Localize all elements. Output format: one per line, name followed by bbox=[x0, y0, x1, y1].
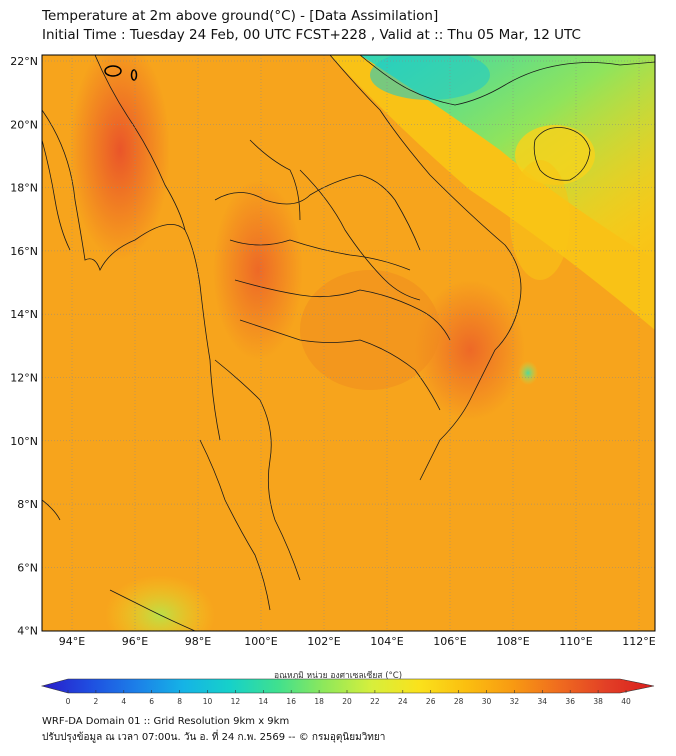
colorbar-tick-label: 36 bbox=[565, 697, 575, 706]
latitude-label: 4°N bbox=[17, 625, 38, 638]
latitude-labels: 22°N 20°N 18°N 16°N 14°N 12°N 10°N 8°N 6°N 4°N bbox=[10, 55, 38, 638]
colorbar-tick-label: 40 bbox=[621, 697, 631, 706]
longitude-label: 96°E bbox=[122, 635, 148, 648]
chart-subtitle: Initial Time : Tuesday 24 Feb, 00 UTC FC… bbox=[42, 27, 581, 43]
latitude-label: 16°N bbox=[10, 245, 38, 258]
footer-update-info: ปรับปรุงข้อมูล ณ เวลา 07:00น. วัน อ. ที่… bbox=[42, 732, 386, 743]
colorbar-tick-label: 2 bbox=[94, 697, 99, 706]
colorbar-title: อุณหภูมิ หน่วย องศาเซลเซียส (°C) bbox=[273, 671, 403, 681]
latitude-label: 8°N bbox=[17, 498, 38, 511]
country-borders bbox=[42, 55, 655, 631]
colorbar-tick-label: 24 bbox=[398, 697, 408, 706]
latitude-label: 18°N bbox=[10, 182, 38, 195]
colorbar-tick-label: 18 bbox=[314, 697, 324, 706]
hot-contours bbox=[104, 65, 138, 81]
colorbar-tick-label: 12 bbox=[231, 697, 241, 706]
colorbar-tick-label: 20 bbox=[342, 697, 352, 706]
colorbar-tick-label: 6 bbox=[149, 697, 154, 706]
colorbar-ticks: 0 2 4 6 8 10 12 14 16 18 20 22 24 26 28 30 32 34 36 38 40 bbox=[66, 690, 631, 706]
footer-model-info: WRF-DA Domain 01 :: Grid Resolution 9km … bbox=[42, 716, 290, 727]
latitude-label: 20°N bbox=[10, 118, 38, 131]
longitude-label: 106°E bbox=[433, 635, 466, 648]
colorbar-tick-label: 32 bbox=[510, 697, 520, 706]
longitude-label: 108°E bbox=[496, 635, 529, 648]
colorbar-tick-label: 34 bbox=[538, 697, 548, 706]
longitude-label: 100°E bbox=[244, 635, 277, 648]
latitude-label: 12°N bbox=[10, 372, 38, 385]
temperature-field bbox=[42, 55, 655, 631]
latitude-label: 22°N bbox=[10, 55, 38, 68]
colorbar-tick-label: 4 bbox=[121, 697, 126, 706]
colorbar-tick-label: 26 bbox=[426, 697, 436, 706]
colorbar-bar bbox=[40, 678, 655, 694]
colorbar-tick-label: 22 bbox=[370, 697, 380, 706]
map-frame bbox=[41, 54, 656, 632]
longitude-label: 94°E bbox=[59, 635, 85, 648]
temperature-colorbar: 0 2 4 6 8 10 12 14 16 18 20 22 24 26 28 30 32 34 36 38 40 bbox=[40, 678, 655, 706]
colorbar-tick-label: 8 bbox=[177, 697, 182, 706]
colorbar-tick-label: 14 bbox=[259, 697, 269, 706]
colorbar-tick-label: 38 bbox=[593, 697, 603, 706]
temperature-map: 22°N 20°N 18°N 16°N 14°N 12°N 10°N 8°N 6°N 4°N 94… bbox=[10, 54, 656, 648]
latitude-label: 10°N bbox=[10, 435, 38, 448]
longitude-label: 102°E bbox=[307, 635, 340, 648]
colorbar-tick-label: 0 bbox=[66, 697, 71, 706]
longitude-labels: 94°E 96°E 98°E 100°E 102°E 104°E 106°E 108°E 110… bbox=[59, 635, 656, 648]
longitude-label: 110°E bbox=[559, 635, 592, 648]
longitude-label: 104°E bbox=[370, 635, 403, 648]
colorbar-tick-label: 16 bbox=[286, 697, 296, 706]
colorbar-tick-label: 30 bbox=[482, 697, 492, 706]
latitude-label: 6°N bbox=[17, 561, 38, 574]
latitude-label: 14°N bbox=[10, 308, 38, 321]
chart-title: Temperature at 2m above ground(°C) - [Da… bbox=[42, 8, 439, 24]
longitude-label: 98°E bbox=[185, 635, 211, 648]
longitude-label: 112°E bbox=[622, 635, 655, 648]
colorbar-tick-label: 28 bbox=[454, 697, 464, 706]
colorbar-tick-label: 10 bbox=[203, 697, 213, 706]
